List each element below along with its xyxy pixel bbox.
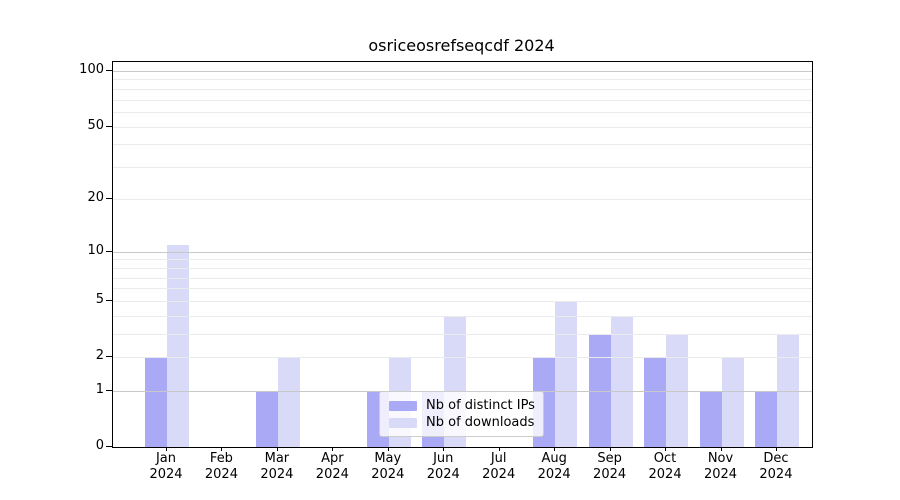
bar-distinct-ips (699, 390, 722, 447)
y-tick-mark (106, 251, 112, 252)
y-tick-mark (106, 446, 112, 447)
legend-label-downloads: Nb of downloads (426, 415, 535, 430)
bar-downloads (610, 315, 633, 447)
y-gridline-minor (113, 127, 812, 128)
x-tick-label: Dec 2024 (759, 451, 793, 482)
x-tick-label: Jun 2024 (426, 451, 460, 482)
y-tick-label: 100 (79, 62, 104, 77)
bar-downloads (721, 357, 744, 447)
y-gridline-minor (113, 79, 812, 80)
legend-item-downloads: Nb of downloads (389, 414, 534, 431)
y-gridline-minor (113, 167, 812, 168)
y-tick-mark (106, 390, 112, 391)
bar-distinct-ips (588, 334, 611, 447)
y-tick-label: 50 (87, 117, 104, 133)
bar-downloads (167, 244, 189, 447)
x-tick-label: May 2024 (371, 451, 405, 482)
y-tick-mark (106, 198, 112, 199)
x-tick-mark (499, 447, 500, 451)
y-tick-mark (106, 356, 112, 357)
x-tick-label: Jul 2024 (482, 451, 516, 482)
bar-downloads (277, 357, 300, 447)
y-gridline-minor (113, 89, 812, 90)
legend: Nb of distinct IPs Nb of downloads (379, 391, 544, 437)
bar-distinct-ips (145, 357, 167, 447)
y-gridline-minor (113, 100, 812, 101)
y-gridline-minor (113, 199, 812, 200)
x-tick-mark (721, 447, 722, 451)
x-tick-mark (665, 447, 666, 451)
bar-distinct-ips (754, 390, 777, 447)
x-tick-label: Feb 2024 (204, 451, 238, 482)
x-tick-mark (221, 447, 222, 451)
bar-downloads (555, 301, 578, 447)
y-gridline-minor (113, 316, 812, 317)
y-gridline-minor (113, 357, 812, 358)
x-tick-mark (776, 447, 777, 451)
x-tick-mark (332, 447, 333, 451)
y-tick-mark (106, 300, 112, 301)
legend-label-distinct-ips: Nb of distinct IPs (426, 398, 535, 413)
y-tick-label: 10 (87, 242, 104, 258)
y-gridline-minor (113, 268, 812, 269)
y-gridline-minor (113, 278, 812, 279)
x-tick-mark (554, 447, 555, 451)
x-tick-label: Sep 2024 (593, 451, 627, 482)
y-tick-label: 1 (95, 381, 104, 397)
legend-swatch-downloads (389, 417, 417, 428)
bar-downloads (776, 334, 799, 447)
x-tick-label: Jan 2024 (149, 451, 183, 482)
y-tick-label: 5 (95, 292, 104, 308)
y-gridline-minor (113, 288, 812, 289)
y-gridline-major (113, 71, 812, 72)
legend-swatch-distinct-ips (389, 400, 417, 411)
x-tick-mark (388, 447, 389, 451)
x-tick-mark (443, 447, 444, 451)
x-tick-mark (610, 447, 611, 451)
x-tick-mark (277, 447, 278, 451)
x-tick-label: Mar 2024 (260, 451, 294, 482)
x-tick-label: Apr 2024 (315, 451, 349, 482)
x-tick-label: Oct 2024 (648, 451, 682, 482)
y-gridline-major (113, 252, 812, 253)
y-tick-label: 0 (95, 438, 104, 453)
x-tick-label: Aug 2024 (537, 451, 571, 482)
x-tick-label: Nov 2024 (703, 451, 738, 482)
bar-distinct-ips (255, 390, 278, 447)
chart-title: osriceosrefseqcdf 2024 (368, 36, 555, 55)
plot-area (112, 61, 813, 448)
y-gridline-minor (113, 334, 812, 335)
x-tick-mark (166, 447, 167, 451)
y-gridline-minor (113, 301, 812, 302)
y-gridline-minor (113, 259, 812, 260)
y-gridline-minor (113, 112, 812, 113)
y-tick-mark (106, 70, 112, 71)
bar-distinct-ips (644, 357, 667, 447)
legend-item-distinct-ips: Nb of distinct IPs (389, 397, 535, 414)
y-tick-mark (106, 126, 112, 127)
y-tick-label: 2 (95, 348, 104, 364)
bar-downloads (666, 334, 689, 447)
y-gridline-minor (113, 144, 812, 145)
y-tick-label: 20 (87, 189, 104, 205)
